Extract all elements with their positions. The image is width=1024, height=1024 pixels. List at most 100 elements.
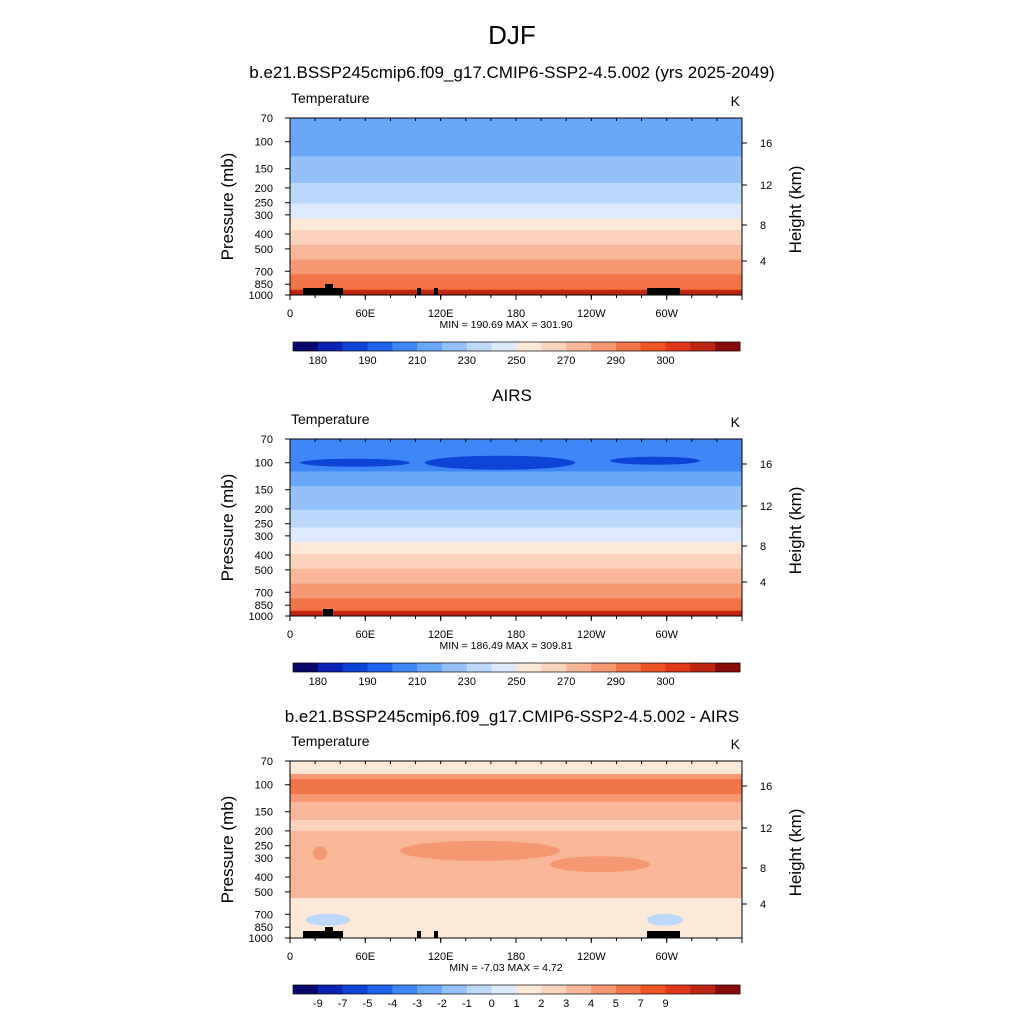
colorbar-swatch bbox=[442, 342, 468, 351]
contour-band bbox=[290, 521, 742, 526]
y-right-tick-label: 4 bbox=[760, 577, 766, 589]
colorbar-swatch bbox=[317, 342, 343, 351]
contour-band bbox=[290, 162, 742, 166]
contour-band bbox=[290, 562, 742, 567]
y-tick-label: 300 bbox=[255, 210, 273, 222]
contour-band bbox=[290, 191, 742, 196]
colorbar-label: -2 bbox=[437, 998, 447, 1010]
terrain bbox=[325, 284, 333, 295]
units-label: K bbox=[731, 736, 741, 752]
contour-band bbox=[290, 268, 742, 272]
y-axis-title: Pressure (mb) bbox=[218, 796, 237, 904]
colorbar-swatch bbox=[392, 663, 418, 672]
contour-band bbox=[290, 583, 742, 588]
colorbar-swatch bbox=[293, 663, 319, 672]
contour-band bbox=[290, 185, 742, 190]
y-tick-label: 250 bbox=[255, 198, 273, 210]
contour-band bbox=[290, 509, 742, 514]
contour-band bbox=[290, 138, 742, 143]
y-tick-label: 1000 bbox=[249, 611, 273, 623]
contour-band bbox=[290, 132, 742, 137]
x-tick-label: 60E bbox=[356, 308, 376, 320]
y-tick-label: 700 bbox=[255, 587, 273, 599]
contour-band bbox=[290, 256, 742, 261]
colorbar-label: 290 bbox=[607, 676, 625, 688]
colorbar-swatch bbox=[566, 663, 592, 672]
contour-band bbox=[290, 156, 742, 160]
colorbar-swatch bbox=[591, 342, 617, 351]
colorbar-swatch bbox=[615, 985, 641, 994]
terrain bbox=[434, 288, 438, 295]
colorbar-label: 300 bbox=[656, 355, 674, 367]
colorbar-swatch bbox=[342, 985, 368, 994]
y-tick-label: 150 bbox=[255, 807, 273, 819]
x-tick-label: 0 bbox=[287, 951, 293, 963]
colorbar-swatch bbox=[491, 663, 517, 672]
contour-band bbox=[290, 265, 742, 270]
surface-band bbox=[290, 611, 742, 616]
contour-band bbox=[290, 123, 742, 128]
colorbar-frame bbox=[292, 984, 741, 995]
contour-band bbox=[290, 551, 742, 555]
variable-label: Temperature bbox=[291, 733, 370, 749]
panel-3: b.e21.BSSP245cmip6.f09_g17.CMIP6-SSP2-4.… bbox=[218, 707, 805, 1010]
contour-band bbox=[290, 250, 742, 255]
x-tick-label: 120W bbox=[577, 951, 606, 963]
colorbar-swatch bbox=[417, 985, 443, 994]
y-tick-label: 1000 bbox=[249, 933, 273, 945]
contour-band bbox=[290, 483, 742, 487]
contour-band bbox=[290, 559, 742, 564]
contour-band bbox=[290, 500, 742, 505]
colorbar-swatch bbox=[665, 663, 691, 672]
y-right-axis-title: Height (km) bbox=[786, 809, 805, 897]
contour-band bbox=[290, 212, 742, 216]
colorbar-swatch bbox=[665, 342, 691, 351]
contour-band bbox=[290, 453, 742, 458]
y-tick-label: 100 bbox=[255, 458, 273, 470]
colorbar-swatch bbox=[516, 663, 542, 672]
contour-band bbox=[290, 215, 742, 219]
colorbar-swatch bbox=[417, 342, 443, 351]
y-tick-label: 500 bbox=[255, 565, 273, 577]
x-tick-label: 60W bbox=[655, 629, 678, 641]
x-tick-label: 180 bbox=[507, 308, 525, 320]
colorbar-label: 190 bbox=[358, 355, 376, 367]
contour-band bbox=[290, 589, 742, 593]
colorbar-swatch bbox=[392, 342, 418, 351]
diff-band bbox=[290, 761, 742, 778]
y-tick-label: 300 bbox=[255, 853, 273, 865]
contour-band bbox=[290, 259, 742, 264]
contour-band bbox=[290, 277, 742, 281]
contour-band bbox=[290, 477, 742, 481]
colorbar-label: 4 bbox=[588, 998, 594, 1010]
colorbar-swatch bbox=[516, 985, 542, 994]
contour-band bbox=[290, 141, 742, 146]
y-tick-label: 250 bbox=[255, 841, 273, 853]
colorbar-swatch bbox=[342, 342, 368, 351]
contour-band bbox=[290, 527, 742, 532]
colorbar-swatch bbox=[541, 663, 567, 672]
colorbar-swatch bbox=[367, 663, 393, 672]
colorbar-swatch bbox=[665, 985, 691, 994]
contour-band bbox=[290, 503, 742, 508]
colorbar-swatch bbox=[516, 342, 542, 351]
contour-band bbox=[290, 179, 742, 184]
colorbar-swatch bbox=[591, 985, 617, 994]
contour-band bbox=[290, 224, 742, 228]
y-right-tick-label: 16 bbox=[760, 138, 772, 150]
colorbar-swatch bbox=[342, 663, 368, 672]
terrain bbox=[417, 288, 421, 295]
colorbar-label: 230 bbox=[458, 676, 476, 688]
contour-band bbox=[290, 233, 742, 237]
diff-blob bbox=[306, 913, 350, 926]
units-label: K bbox=[731, 93, 741, 109]
contour-band bbox=[290, 601, 742, 605]
colorbar: 180 190 210 230 250 270 290 300 bbox=[292, 341, 741, 367]
contour-band bbox=[290, 574, 742, 579]
variable-label: Temperature bbox=[291, 90, 370, 106]
contour-band bbox=[290, 144, 742, 149]
colorbar-swatch bbox=[690, 342, 716, 351]
stats-label: MIN = 186.49 MAX = 309.81 bbox=[439, 640, 572, 652]
colorbar-swatch bbox=[367, 342, 393, 351]
